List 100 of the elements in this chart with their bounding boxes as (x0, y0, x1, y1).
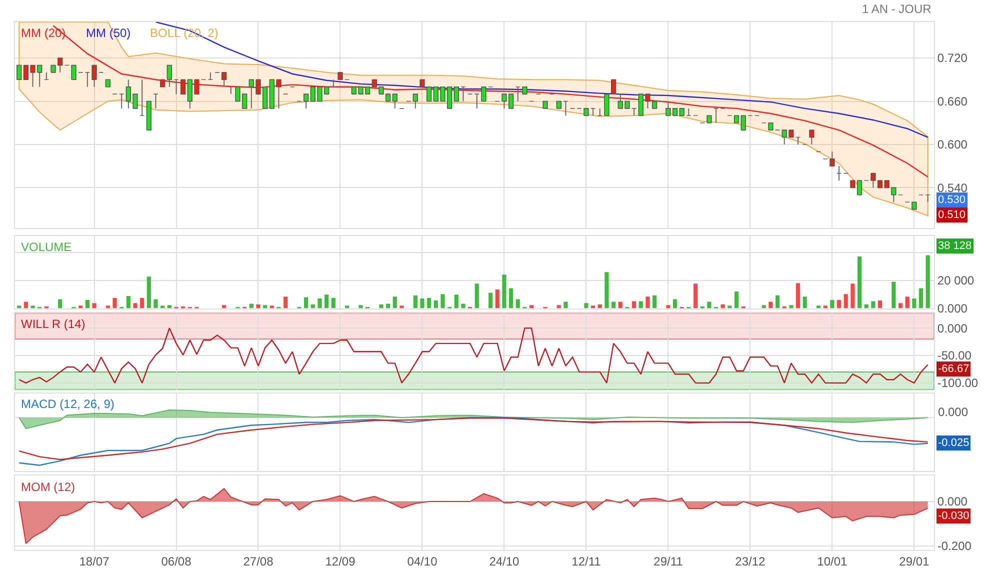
bar (454, 294, 458, 308)
bar (106, 306, 110, 308)
series-label: MOM (12) (21, 480, 76, 494)
bar (160, 306, 165, 308)
bar (672, 299, 678, 308)
bar (304, 297, 308, 308)
bar (324, 294, 329, 308)
bar (154, 299, 158, 308)
y-tick-label: -0.200 (937, 539, 972, 554)
text: 38 128 (938, 240, 972, 252)
bar (516, 299, 520, 308)
bar (420, 298, 424, 308)
bar (693, 284, 698, 308)
bar (564, 302, 568, 308)
bar (502, 274, 506, 308)
bar (816, 306, 821, 308)
bar (345, 306, 350, 308)
bar (30, 306, 35, 308)
y-tick-label: 0.540 (937, 180, 968, 195)
bar (612, 302, 616, 308)
bar (78, 306, 83, 308)
x-tick-label: 29/01 (899, 554, 930, 568)
bar (789, 305, 794, 308)
text: -0.025 (938, 437, 970, 449)
bar (918, 288, 924, 308)
bar (146, 276, 151, 308)
y-tick-label: 0.660 (937, 94, 968, 108)
bar (440, 294, 445, 308)
bar (666, 305, 670, 308)
bar (591, 306, 596, 308)
text: WILL R (14) (21, 317, 86, 331)
bar (112, 298, 117, 308)
x-tick-label: 12/11 (572, 554, 602, 568)
y-tick-label: 0.000 (937, 494, 968, 509)
bar (857, 256, 862, 308)
x-tick-label: 04/10 (407, 554, 438, 568)
bar (379, 304, 384, 308)
bar (898, 303, 903, 308)
bar (133, 303, 138, 308)
bar (400, 306, 404, 308)
bar (249, 304, 254, 308)
bar (140, 298, 144, 308)
bar (762, 305, 766, 308)
bar (126, 296, 130, 308)
bar (618, 302, 622, 308)
bar (775, 295, 780, 308)
y-tick-label: 0.000 (937, 301, 968, 316)
bar (638, 301, 643, 308)
text: 0.530 (938, 194, 966, 206)
bar (24, 302, 28, 308)
x-tick-label: 23/12 (735, 554, 766, 568)
bar (427, 298, 432, 308)
bar (284, 296, 288, 308)
text: -66.67 (938, 363, 970, 375)
bar (850, 284, 855, 308)
y-tick-label: 0.600 (937, 138, 968, 152)
bar (836, 300, 842, 308)
bar (488, 292, 493, 308)
bar (556, 305, 561, 308)
x-tick-label: 27/08 (243, 554, 274, 568)
bar (707, 302, 712, 308)
bar (386, 304, 390, 308)
bar (646, 296, 650, 308)
bar (256, 304, 260, 308)
bar (844, 294, 848, 308)
bar (604, 272, 609, 308)
bar (632, 301, 636, 308)
chart-title: 1 AN - JOUR (862, 2, 932, 16)
bar (58, 299, 62, 308)
bar (530, 305, 534, 308)
bar (830, 300, 834, 308)
bar (926, 255, 930, 308)
bar (878, 300, 882, 308)
bar (434, 300, 438, 308)
bar (331, 298, 336, 308)
bar (495, 290, 500, 308)
bar (802, 296, 807, 308)
bar (85, 300, 90, 308)
y-tick-label: 0.000 (937, 321, 968, 336)
x-tick-label: 24/10 (489, 554, 520, 568)
text: 0.510 (938, 209, 966, 221)
y-tick-label: 0.720 (937, 51, 968, 66)
x-tick-label: 06/08 (161, 554, 192, 568)
bar (652, 295, 657, 308)
bar (905, 296, 910, 308)
bar (734, 291, 739, 308)
y-tick-label: -50.00 (937, 348, 972, 363)
x-tick-label: 10/01 (817, 554, 848, 568)
text: -0.030 (938, 510, 970, 522)
x-tick-label: 18/07 (79, 554, 110, 568)
bar (796, 283, 800, 308)
x-tick-label: 12/09 (325, 554, 356, 568)
bar (823, 306, 828, 308)
bar (270, 306, 274, 308)
bar (871, 301, 876, 308)
bar (912, 298, 916, 308)
bar (509, 288, 514, 308)
bar (413, 295, 418, 308)
bar (318, 298, 322, 308)
bar (392, 296, 397, 308)
